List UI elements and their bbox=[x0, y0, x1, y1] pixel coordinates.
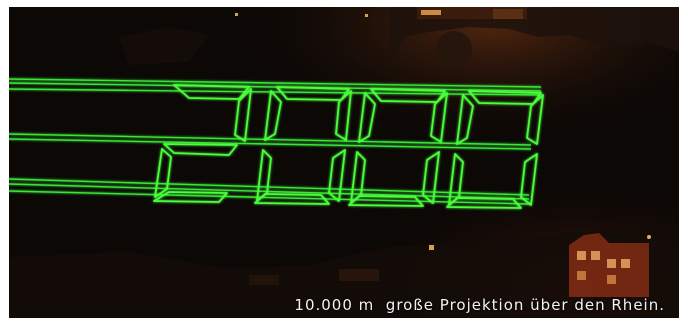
laser-beams bbox=[9, 78, 542, 205]
laser-digits-2000 bbox=[153, 84, 544, 209]
photo-caption: 10.000 m große Projektion über den Rhein… bbox=[294, 296, 665, 314]
night-scene-photo bbox=[9, 7, 679, 318]
town-silhouette bbox=[9, 229, 679, 318]
fortress-silhouette bbox=[119, 7, 679, 67]
photo-frame: 10.000 m große Projektion über den Rhein… bbox=[9, 7, 679, 318]
